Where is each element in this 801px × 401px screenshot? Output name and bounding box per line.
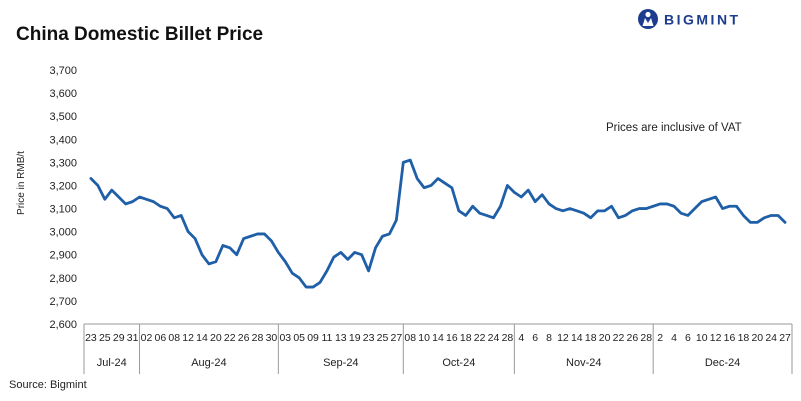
- x-tick-label: 30: [266, 332, 278, 344]
- x-tick-label: 22: [474, 332, 486, 344]
- x-tick-label: 24: [488, 332, 500, 344]
- x-axis: 23 25 29 31 02 06 08 12 14 20 22 26 28 30 03 05 09 11 13 19…: [83, 323, 793, 374]
- y-axis: 2,600 2,700 2,800 2,900 3,000 3,100 3,200 3,300…: [49, 65, 77, 331]
- y-tick-label: 3,100: [49, 204, 77, 216]
- x-tick-label: 10: [696, 332, 708, 344]
- x-tick-label: 14: [432, 332, 444, 344]
- x-tick-label: 27: [391, 332, 403, 344]
- x-tick-label: 23: [363, 332, 375, 344]
- x-tick-label: 4: [518, 332, 524, 344]
- x-tick-label: 12: [710, 332, 722, 344]
- x-tick-label: 8: [546, 332, 552, 344]
- x-tick-label: 20: [751, 332, 763, 344]
- x-tick-label: 18: [460, 332, 472, 344]
- month-label: Dec-24: [705, 357, 740, 369]
- x-tick-label: 24: [765, 332, 777, 344]
- y-tick-label: 2,800: [49, 273, 77, 285]
- x-tick-label: 22: [613, 332, 625, 344]
- x-tick-label: 08: [168, 332, 180, 344]
- x-tick-label: 06: [155, 332, 167, 344]
- series-layer: [89, 158, 787, 289]
- x-tick-label: 27: [779, 332, 791, 344]
- y-tick-label: 3,500: [49, 111, 77, 123]
- month-label: Sep-24: [323, 357, 358, 369]
- x-tick-label: 28: [640, 332, 652, 344]
- x-tick-label: 6: [685, 332, 691, 344]
- price-series-line: [89, 158, 787, 289]
- x-tick-label: 12: [557, 332, 569, 344]
- x-tick-label: 29: [113, 332, 125, 344]
- y-tick-label: 3,400: [49, 134, 77, 146]
- x-tick-label: 08: [404, 332, 416, 344]
- y-tick-label: 3,300: [49, 157, 77, 169]
- x-tick-label: 14: [571, 332, 583, 344]
- x-tick-label: 10: [418, 332, 430, 344]
- y-tick-label: 2,600: [49, 319, 77, 331]
- x-tick-label: 13: [335, 332, 347, 344]
- brand-name: BIGMINT: [664, 12, 741, 28]
- month-label: Nov-24: [566, 357, 601, 369]
- source-note: Source: Bigmint: [9, 379, 87, 391]
- vat-note: Prices are inclusive of VAT: [606, 122, 742, 134]
- x-tick-label: 31: [127, 332, 139, 344]
- x-tick-label: 20: [210, 332, 222, 344]
- x-tick-label: 18: [738, 332, 750, 344]
- x-tick-label: 12: [182, 332, 194, 344]
- x-tick-label: 2: [657, 332, 663, 344]
- y-tick-label: 3,700: [49, 65, 77, 77]
- x-tick-label: 23: [85, 332, 97, 344]
- chart-title: China Domestic Billet Price: [16, 24, 263, 45]
- y-tick-label: 3,200: [49, 180, 77, 192]
- x-tick-label: 09: [307, 332, 319, 344]
- month-label: Aug-24: [191, 357, 226, 369]
- x-tick-label: 26: [238, 332, 250, 344]
- x-tick-label: 28: [502, 332, 514, 344]
- y-tick-label: 2,900: [49, 250, 77, 262]
- x-tick-label: 4: [671, 332, 677, 344]
- x-tick-label: 18: [585, 332, 597, 344]
- x-tick-label: 22: [224, 332, 236, 344]
- x-tick-label: 26: [627, 332, 639, 344]
- y-axis-label: Price in RMB/t: [16, 151, 27, 215]
- x-tick-label: 16: [446, 332, 458, 344]
- x-tick-label: 14: [196, 332, 208, 344]
- y-tick-label: 3,000: [49, 227, 77, 239]
- month-label: Jul-24: [97, 357, 127, 369]
- x-tick-label: 25: [377, 332, 389, 344]
- x-tick-label: 20: [599, 332, 611, 344]
- month-label: Oct-24: [442, 357, 475, 369]
- x-tick-label: 6: [532, 332, 538, 344]
- x-tick-label: 02: [141, 332, 153, 344]
- y-tick-label: 2,700: [49, 296, 77, 308]
- x-tick-label: 05: [293, 332, 305, 344]
- x-tick-label: 11: [321, 332, 332, 344]
- x-tick-label: 16: [724, 332, 736, 344]
- x-tick-label: 28: [252, 332, 264, 344]
- bigmint-logo-icon: [638, 9, 658, 29]
- x-tick-label: 03: [279, 332, 291, 344]
- y-tick-label: 3,600: [49, 88, 77, 100]
- x-tick-label: 19: [349, 332, 361, 344]
- bigmint-logo: BIGMINT: [638, 9, 741, 29]
- x-tick-label: 25: [99, 332, 111, 344]
